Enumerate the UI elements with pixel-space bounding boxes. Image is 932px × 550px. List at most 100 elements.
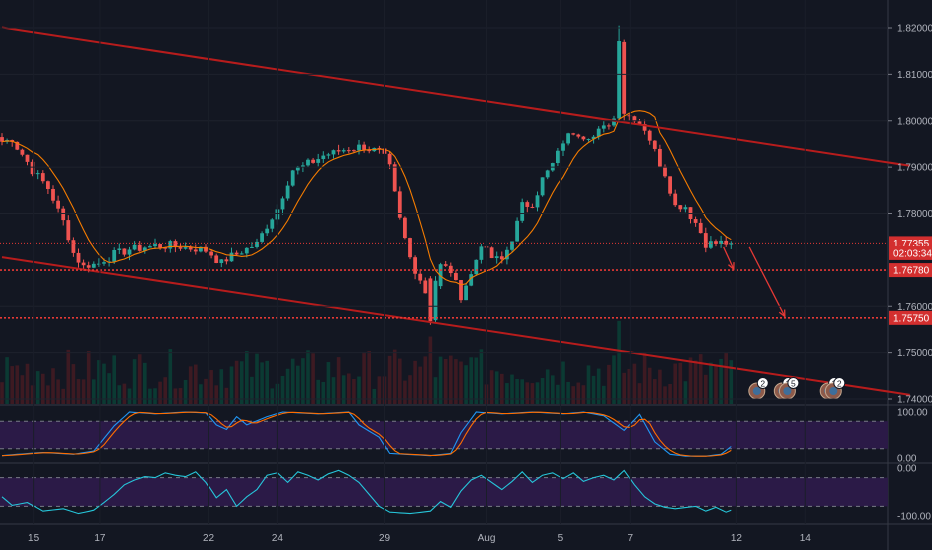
volume-bar <box>5 357 9 404</box>
volume-bars <box>0 320 734 404</box>
volume-bar <box>545 369 550 404</box>
volume-bar <box>454 359 458 404</box>
candle-body <box>183 247 188 249</box>
candle-body <box>204 246 208 252</box>
candle-body <box>540 177 545 196</box>
candle-body <box>352 150 356 152</box>
price-tag-label: 1.75750 <box>893 313 930 324</box>
volume-bar <box>607 364 611 404</box>
volume-bar <box>556 384 560 404</box>
price-tick-label: 1.82000 <box>897 24 932 35</box>
volume-bar <box>479 349 484 404</box>
candle-body <box>443 264 448 266</box>
volume-bar <box>581 385 586 404</box>
volume-bar <box>214 385 218 404</box>
volume-bar <box>20 375 25 404</box>
volume-bar <box>525 382 530 404</box>
volume-bar <box>392 349 397 404</box>
candle-body <box>428 278 433 322</box>
volume-bar <box>183 379 188 404</box>
volume-bar <box>489 370 494 404</box>
time-tick-label: 15 <box>28 533 40 544</box>
event-count-label: 2 <box>760 378 765 388</box>
candle-body <box>556 150 560 164</box>
candle-body <box>729 243 734 245</box>
candle-body <box>97 263 101 265</box>
candle-body <box>535 195 540 208</box>
volume-bar <box>693 360 698 404</box>
volume-bar <box>158 381 162 404</box>
channel-trendline <box>1 256 910 396</box>
volume-bar <box>709 362 713 404</box>
candle-body <box>316 159 321 163</box>
volume-bar <box>637 383 642 404</box>
candle-body <box>397 191 402 218</box>
volume-bar <box>372 388 377 404</box>
volume-bar <box>56 379 60 404</box>
stoch-d-line <box>1 411 732 457</box>
price-tag-label: 1.76780 <box>893 266 930 277</box>
oscillator-band <box>0 477 888 507</box>
candle-body <box>86 265 91 268</box>
volume-bar <box>443 358 448 404</box>
candle-body <box>403 217 407 239</box>
price-tick-label: 1.75000 <box>897 348 932 359</box>
candle-body <box>387 153 392 165</box>
event-count-bubble <box>787 377 800 389</box>
volume-bar <box>535 382 540 404</box>
volume-bar <box>61 388 65 404</box>
candle-body <box>112 249 117 262</box>
volume-bar <box>561 361 565 404</box>
candle-body <box>545 170 550 178</box>
volume-bar <box>540 377 545 404</box>
candle-body <box>244 247 249 254</box>
candle-body <box>132 244 137 250</box>
volume-bar <box>107 373 111 404</box>
candle-body <box>219 259 224 264</box>
volume-bar <box>296 365 300 404</box>
volume-bar <box>51 368 55 404</box>
candle-body <box>301 165 305 167</box>
candle-body <box>214 255 219 264</box>
volume-bar <box>250 376 254 404</box>
volume-bar <box>117 385 122 404</box>
volume-bar <box>102 363 106 404</box>
candle-body <box>724 240 729 245</box>
volume-bar <box>301 358 305 404</box>
volume-bar <box>387 355 392 404</box>
volume-bar <box>341 375 346 404</box>
candle-body <box>61 208 66 221</box>
volume-bar <box>673 363 677 404</box>
volume-bar <box>30 385 35 404</box>
volume-bar <box>653 379 657 404</box>
candle-body <box>505 249 509 260</box>
volume-bar <box>76 379 81 404</box>
volume-bar <box>122 383 127 404</box>
candle-body <box>591 136 596 140</box>
volume-bar <box>627 368 632 404</box>
event-count-bubble <box>756 377 769 389</box>
volume-bar <box>188 366 193 404</box>
volume-bar <box>362 352 366 404</box>
candle-body <box>30 161 35 175</box>
candle-body <box>199 246 203 252</box>
volume-bar <box>25 363 30 404</box>
candle-body <box>193 249 198 252</box>
volume-bar <box>357 376 361 404</box>
volume-bar <box>285 368 290 404</box>
volume-bar <box>622 372 626 404</box>
price-tick-label: 1.79000 <box>897 163 932 174</box>
candle-body <box>35 173 40 175</box>
candle-body <box>622 41 627 114</box>
volume-bar <box>408 375 412 404</box>
candle-body <box>668 176 672 194</box>
price-tag <box>889 310 932 325</box>
volume-bar <box>81 379 86 404</box>
candle-body <box>255 241 259 247</box>
volume-bar <box>520 379 524 404</box>
candle-body <box>433 280 438 321</box>
candle-body <box>698 222 703 234</box>
candle-body <box>265 228 270 234</box>
volume-bar <box>265 360 269 404</box>
